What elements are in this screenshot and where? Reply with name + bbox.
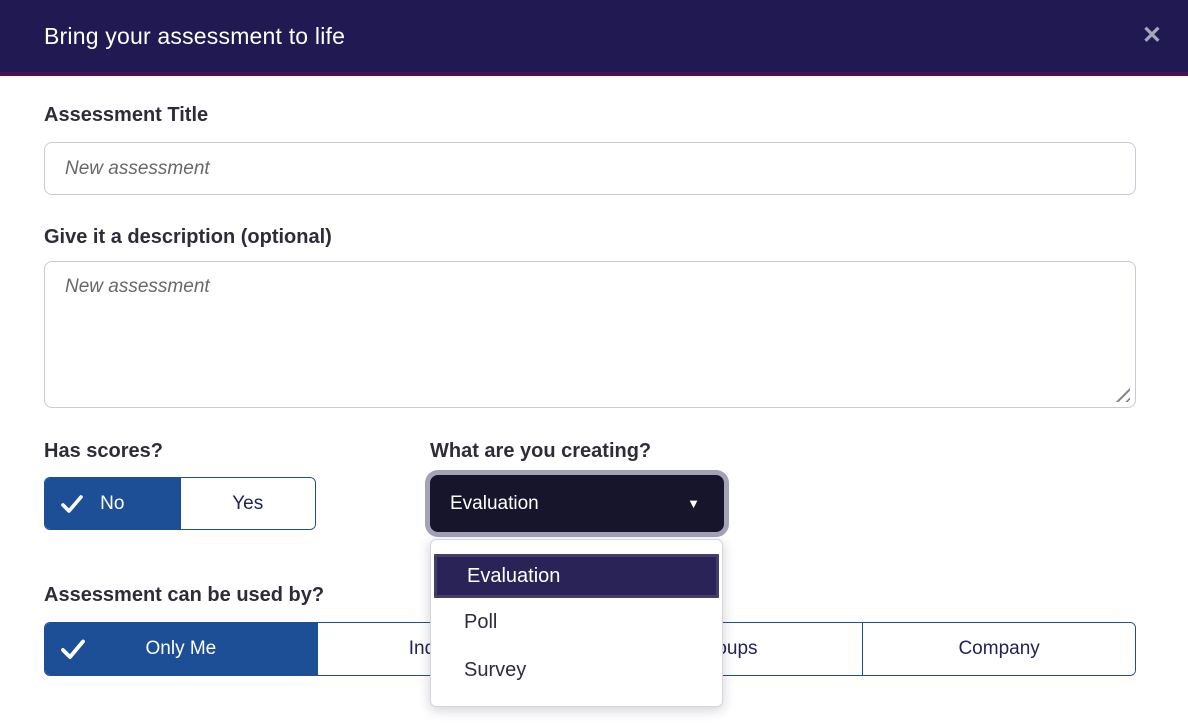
chevron-down-icon: ▼ [687,496,700,511]
option-label: No [100,492,125,514]
used-by-label: Assessment can be used by? [44,584,325,606]
has-scores-label: Has scores? [44,440,163,462]
creating-select-value: Evaluation [450,492,539,514]
dropdown-option-poll[interactable]: Poll [431,598,722,646]
dropdown-option-survey[interactable]: Survey [431,646,722,694]
modal-header: Bring your assessment to life ✕ [0,0,1188,76]
check-icon [60,494,84,514]
has-scores-toggle: No Yes [44,477,316,530]
modal-title: Bring your assessment to life [44,22,346,49]
creating-select[interactable]: Evaluation ▼ [430,475,724,532]
has-scores-option-yes[interactable]: Yes [179,478,315,529]
dropdown-option-evaluation[interactable]: Evaluation [434,554,719,598]
assessment-title-label: Assessment Title [44,104,209,126]
close-icon[interactable]: ✕ [1138,20,1166,52]
option-label: Company [958,638,1040,659]
description-label: Give it a description (optional) [44,226,332,248]
has-scores-option-no[interactable]: No [45,478,180,529]
option-label: Yes [232,492,264,514]
used-by-option-only-me[interactable]: Only Me [45,623,317,675]
creating-dropdown-menu: Evaluation Poll Survey [430,539,723,707]
description-textarea[interactable] [44,261,1136,408]
creating-label: What are you creating? [430,440,652,462]
option-label: Only Me [145,638,217,659]
used-by-option-company[interactable]: Company [862,623,1135,675]
assessment-title-input[interactable] [44,142,1136,195]
check-icon [60,639,86,660]
